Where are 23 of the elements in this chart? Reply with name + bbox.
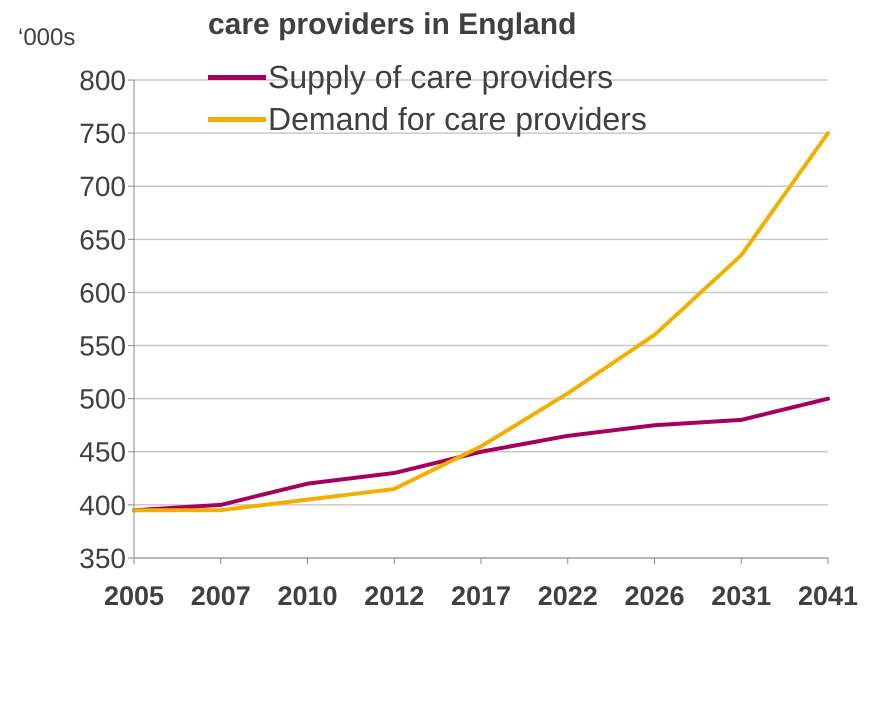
x-tick-label: 2012	[364, 581, 424, 612]
x-tick-label: 2005	[104, 581, 164, 612]
x-tick-label: 2041	[798, 581, 858, 612]
y-tick-label: 800	[79, 64, 126, 96]
x-tick-label: 2007	[190, 581, 251, 612]
y-tick-label: 600	[79, 277, 126, 308]
x-tick-label: 2022	[538, 581, 598, 612]
y-tick-label: 650	[79, 224, 126, 256]
x-tick-label: 2010	[277, 581, 338, 612]
y-tick-label: 500	[79, 384, 126, 415]
y-tick-label: 450	[79, 436, 126, 468]
chart-title: care providers in England	[208, 8, 576, 42]
legend-label: Demand for care providers	[267, 100, 647, 139]
y-tick-label: 700	[79, 171, 126, 202]
y-axis-title: ‘000s	[18, 24, 76, 52]
x-tick-label: 2017	[450, 581, 512, 612]
y-tick-label: 750	[79, 118, 126, 150]
x-tick-label: 2031	[711, 581, 772, 612]
y-tick-label: 400	[79, 490, 126, 521]
y-tick-label: 350	[79, 542, 126, 574]
legend-label: Supply of care providers	[267, 58, 614, 97]
x-tick-label: 2026	[624, 581, 685, 612]
y-tick-label: 550	[79, 330, 126, 362]
